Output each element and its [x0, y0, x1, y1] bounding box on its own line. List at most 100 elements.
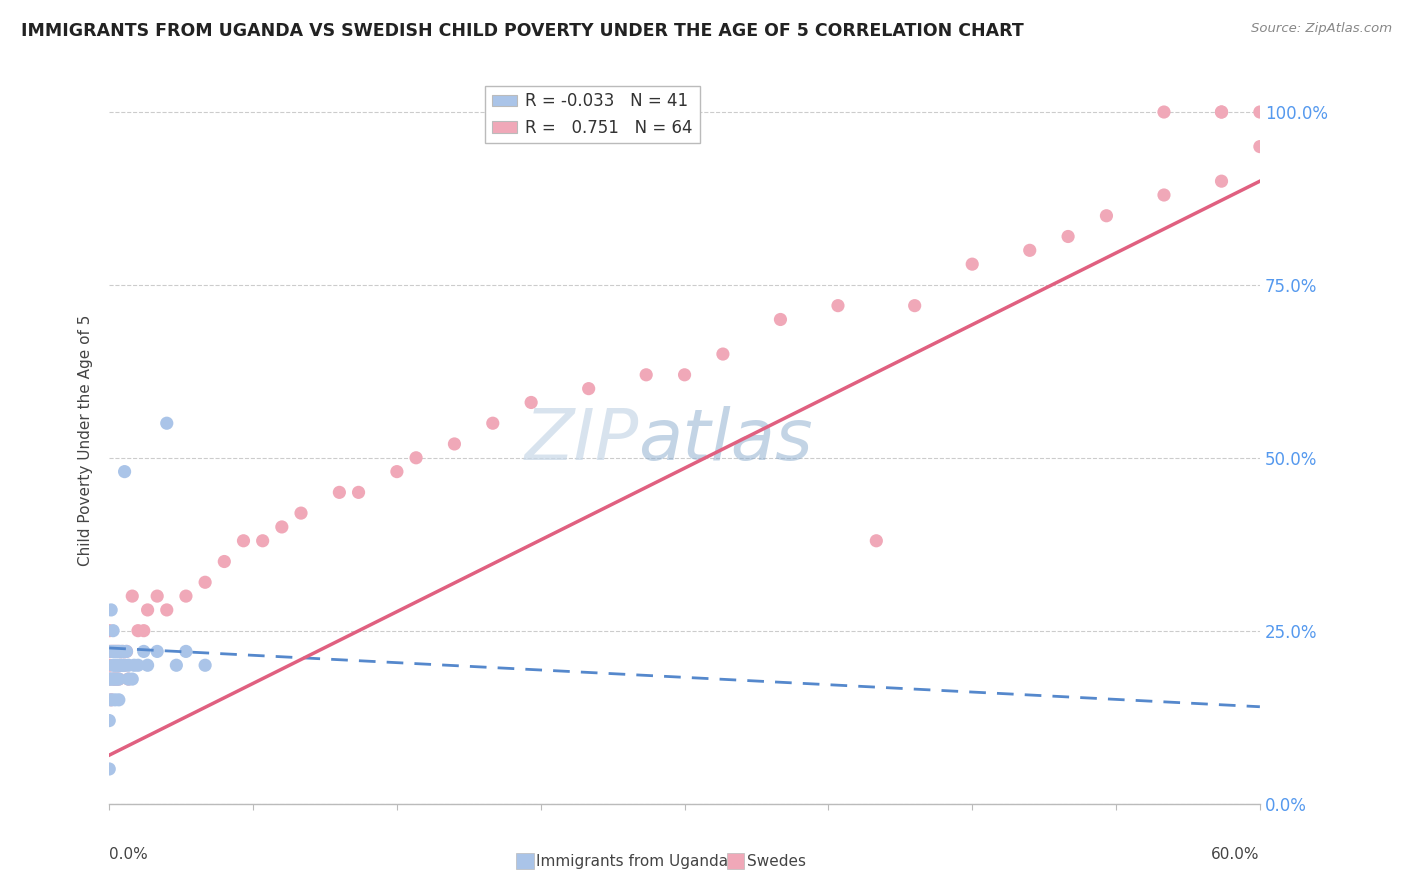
Point: [104, 644, 127, 658]
Point: [100, 603, 122, 617]
Point: [117, 672, 139, 686]
Point: [232, 533, 254, 548]
Point: [100, 644, 122, 658]
Point: [328, 485, 350, 500]
Point: [111, 658, 134, 673]
Point: [100, 644, 122, 658]
Point: [127, 624, 149, 638]
Point: [156, 603, 179, 617]
Point: [108, 644, 131, 658]
Point: [104, 672, 127, 686]
Point: [98, 624, 121, 638]
Point: [98, 658, 121, 673]
Point: [108, 644, 131, 658]
Text: Source: ZipAtlas.com: Source: ZipAtlas.com: [1251, 22, 1392, 36]
Point: [146, 589, 169, 603]
Point: [98, 672, 121, 686]
Point: [1153, 105, 1175, 120]
Point: [136, 658, 159, 673]
Point: [114, 658, 136, 673]
Point: [904, 299, 927, 313]
Point: [673, 368, 696, 382]
Point: [132, 644, 155, 658]
Point: [104, 644, 127, 658]
Point: [110, 658, 132, 673]
Point: [114, 658, 136, 673]
Point: [117, 658, 139, 673]
Point: [1095, 209, 1118, 223]
Point: [165, 658, 187, 673]
Point: [101, 644, 124, 658]
Point: [214, 555, 236, 569]
Point: [117, 672, 139, 686]
Point: [98, 714, 121, 728]
Point: [115, 644, 138, 658]
Point: [132, 624, 155, 638]
Text: atlas: atlas: [638, 406, 813, 475]
Point: [1286, 105, 1309, 120]
Point: [98, 762, 121, 776]
Point: [1249, 139, 1271, 153]
Text: IMMIGRANTS FROM UGANDA VS SWEDISH CHILD POVERTY UNDER THE AGE OF 5 CORRELATION C: IMMIGRANTS FROM UGANDA VS SWEDISH CHILD …: [21, 22, 1024, 40]
Point: [105, 658, 128, 673]
Point: [108, 693, 131, 707]
Point: [101, 644, 124, 658]
Point: [101, 672, 124, 686]
Point: [101, 658, 124, 673]
Point: [174, 644, 197, 658]
Point: [443, 437, 465, 451]
Point: [104, 658, 127, 673]
Legend: R = -0.033   N = 41, R =   0.751   N = 64: R = -0.033 N = 41, R = 0.751 N = 64: [485, 86, 700, 144]
Point: [156, 416, 179, 430]
Point: [1344, 229, 1367, 244]
Point: [108, 658, 131, 673]
Point: [121, 672, 143, 686]
Point: [115, 644, 138, 658]
Point: [127, 658, 149, 673]
Point: [865, 533, 887, 548]
Point: [405, 450, 427, 465]
Point: [290, 506, 312, 520]
Point: [1057, 229, 1080, 244]
Point: [104, 693, 127, 707]
Point: [101, 672, 124, 686]
Text: Swedes: Swedes: [747, 854, 806, 869]
Text: ZIP: ZIP: [524, 406, 638, 475]
Point: [100, 693, 122, 707]
Point: [98, 644, 121, 658]
Text: Immigrants from Uganda: Immigrants from Uganda: [536, 854, 728, 869]
Point: [270, 520, 292, 534]
Point: [146, 644, 169, 658]
Point: [105, 672, 128, 686]
Point: [110, 644, 132, 658]
Point: [105, 644, 128, 658]
Point: [347, 485, 370, 500]
Y-axis label: Child Poverty Under the Age of 5: Child Poverty Under the Age of 5: [79, 315, 93, 566]
Point: [252, 533, 274, 548]
Point: [1153, 188, 1175, 202]
Point: [108, 672, 131, 686]
Point: [1268, 119, 1291, 133]
Point: [108, 672, 131, 686]
Point: [1306, 105, 1329, 120]
Point: [960, 257, 983, 271]
Point: [578, 382, 600, 396]
Text: 60.0%: 60.0%: [1212, 847, 1260, 863]
Point: [121, 589, 143, 603]
Point: [111, 644, 134, 658]
Point: [136, 603, 159, 617]
Point: [520, 395, 543, 409]
Point: [636, 368, 658, 382]
Point: [105, 644, 128, 658]
Point: [1286, 105, 1309, 120]
Point: [194, 658, 217, 673]
Point: [114, 465, 136, 479]
Point: [711, 347, 734, 361]
Point: [110, 658, 132, 673]
Point: [100, 693, 122, 707]
Point: [122, 658, 145, 673]
Point: [1211, 105, 1233, 120]
Point: [1018, 244, 1040, 258]
Point: [769, 312, 792, 326]
Point: [100, 672, 122, 686]
